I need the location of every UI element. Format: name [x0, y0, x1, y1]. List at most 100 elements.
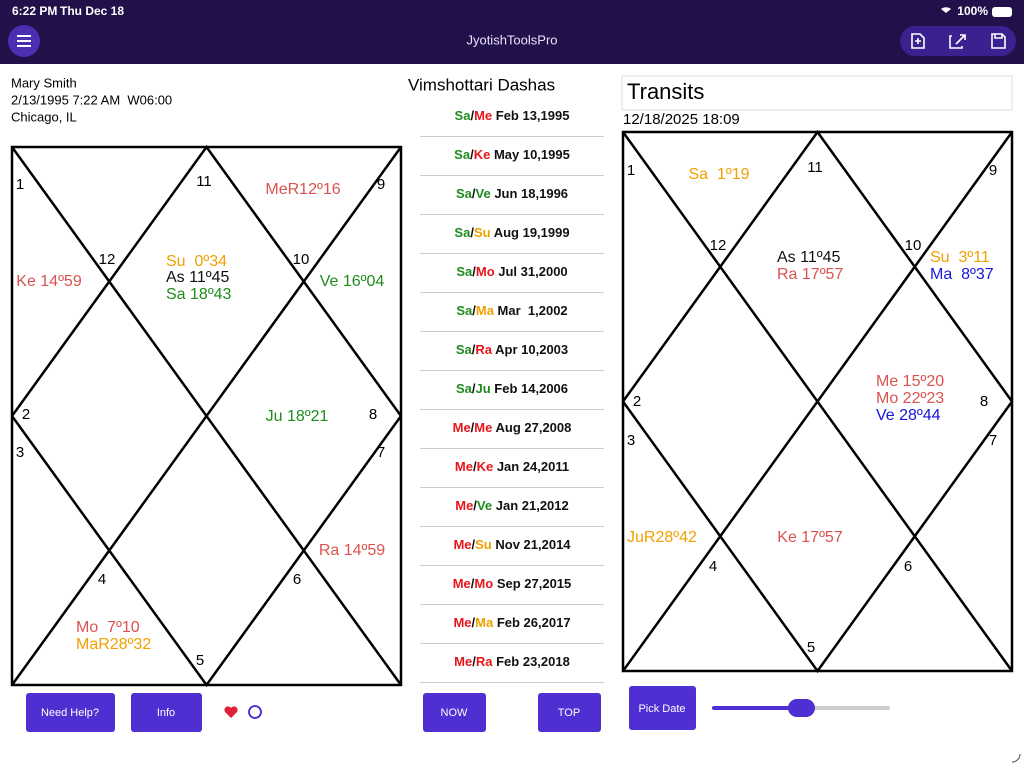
planet-position: JuR28º42 [627, 529, 697, 546]
dasha-date: Mar 1,2002 [498, 303, 568, 318]
planet-position: Ve 28º44 [876, 407, 941, 424]
slider[interactable] [712, 699, 890, 717]
dasha-date: Aug 27,2008 [496, 420, 572, 435]
house-number: 4 [709, 558, 717, 575]
dasha-row[interactable]: Sa/Me Feb 13,1995 [455, 108, 570, 123]
dasha-date: Nov 21,2014 [495, 537, 571, 552]
house-number: 12 [99, 251, 116, 268]
dasha-row[interactable]: Me/Ra Feb 23,2018 [454, 654, 570, 669]
house-number: 11 [196, 173, 212, 190]
info-button[interactable]: Info [131, 693, 202, 732]
house-number: 1 [16, 176, 24, 193]
dasha-date: Aug 19,1999 [494, 225, 570, 240]
person-name: Mary Smith [11, 75, 77, 90]
dasha-row[interactable]: Sa/Su Aug 19,1999 [454, 225, 569, 240]
dasha-date: Jun 18,1996 [494, 186, 568, 201]
house-number: 6 [904, 558, 912, 575]
circle-icon[interactable] [248, 705, 262, 719]
menu-button[interactable] [8, 25, 40, 57]
pick-date-label: Pick Date [638, 703, 685, 715]
dasha-row[interactable]: Sa/Ve Jun 18,1996 [456, 186, 568, 201]
dasha-row[interactable]: Me/Mo Sep 27,2015 [453, 576, 572, 591]
dasha-separator: / [472, 342, 476, 357]
planet-position: As 11º45 [777, 249, 840, 266]
dasha-minor: Mo [474, 576, 493, 591]
dasha-minor: Ma [475, 615, 494, 630]
house-number: 5 [196, 652, 204, 669]
planet-position: Sa 18º43 [166, 286, 232, 303]
house-number: 6 [293, 571, 301, 588]
dasha-separator: / [472, 537, 476, 552]
planet-position: Me 15º20 [876, 373, 944, 390]
edit-button[interactable] [949, 34, 966, 49]
dasha-separator: / [470, 225, 474, 240]
dasha-major: Me [454, 654, 472, 669]
house-number: 12 [710, 237, 727, 254]
dasha-row[interactable]: Sa/Ke May 10,1995 [454, 147, 570, 162]
dasha-date: Feb 23,2018 [496, 654, 570, 669]
house-number: 9 [989, 162, 997, 179]
dasha-row[interactable]: Sa/Ma Mar 1,2002 [456, 303, 567, 318]
dasha-separator: / [472, 381, 476, 396]
battery-text: 100% [957, 4, 988, 18]
house-number: 2 [633, 393, 641, 410]
dasha-minor: Ju [476, 381, 491, 396]
top-bar [0, 0, 1024, 64]
dasha-minor: Ve [477, 498, 492, 513]
app-title: JyotishToolsPro [466, 32, 557, 47]
dasha-date: Sep 27,2015 [497, 576, 571, 591]
planet-position: Ju 18º21 [266, 408, 329, 425]
heart-icon[interactable] [224, 706, 238, 718]
help-button[interactable]: Need Help? [26, 693, 115, 732]
dasha-major: Sa [456, 303, 473, 318]
house-number: 10 [905, 237, 922, 254]
planet-position: Mo 7º10 [76, 619, 140, 636]
dasha-major: Me [453, 576, 471, 591]
planet-position: Su 0º34 [166, 253, 227, 270]
now-button[interactable]: NOW [423, 693, 486, 732]
dasha-minor: Me [474, 420, 492, 435]
transits-box [621, 75, 1013, 111]
house-number: 4 [98, 571, 106, 588]
now-label: NOW [441, 707, 469, 719]
dasha-separator: / [472, 264, 476, 279]
dasha-row[interactable]: Sa/Ra Apr 10,2003 [456, 342, 568, 357]
new-file-button[interactable] [911, 33, 925, 49]
dasha-major: Sa [456, 381, 473, 396]
dasha-separator: / [471, 576, 475, 591]
house-number: 1 [627, 162, 635, 179]
top-button[interactable]: TOP [538, 693, 601, 732]
info-label: Info [157, 707, 175, 719]
dasha-major: Me [453, 537, 471, 552]
dasha-minor: Ma [476, 303, 495, 318]
dasha-major: Sa [454, 225, 471, 240]
planet-position: Ma 8º37 [930, 266, 994, 283]
dasha-row[interactable]: Me/Ve Jan 21,2012 [455, 498, 569, 513]
dasha-major: Sa [454, 147, 471, 162]
pick-date-button[interactable]: Pick Date [629, 686, 696, 730]
dasha-major: Me [453, 615, 471, 630]
dasha-major: Me [455, 498, 473, 513]
dasha-row[interactable]: Sa/Ju Feb 14,2006 [456, 381, 568, 396]
dasha-major: Sa [456, 264, 473, 279]
chart-lines [10, 144, 403, 688]
dasha-row[interactable]: Sa/Mo Jul 31,2000 [456, 264, 567, 279]
status-time: 6:22 PM [12, 4, 57, 18]
dasha-major: Sa [456, 342, 473, 357]
transits-title: Transits [627, 79, 704, 104]
dasha-date: Feb 26,2017 [497, 615, 571, 630]
dasha-row[interactable]: Me/Ke Jan 24,2011 [455, 459, 569, 474]
dasha-minor: Mo [476, 264, 495, 279]
dasha-minor: Ke [477, 459, 494, 474]
dasha-separator: / [472, 654, 476, 669]
dasha-separator: / [472, 186, 476, 201]
planet-position: Sa 1º19 [689, 166, 750, 183]
status-date: Thu Dec 18 [60, 4, 124, 18]
dasha-row[interactable]: Me/Me Aug 27,2008 [453, 420, 572, 435]
dasha-row[interactable]: Me/Su Nov 21,2014 [453, 537, 571, 552]
dasha-minor: Me [474, 108, 492, 123]
dasha-separator: / [471, 420, 475, 435]
planet-position: As 11º45 [166, 269, 229, 286]
dasha-row[interactable]: Me/Ma Feb 26,2017 [453, 615, 570, 630]
save-button[interactable] [991, 33, 1006, 49]
